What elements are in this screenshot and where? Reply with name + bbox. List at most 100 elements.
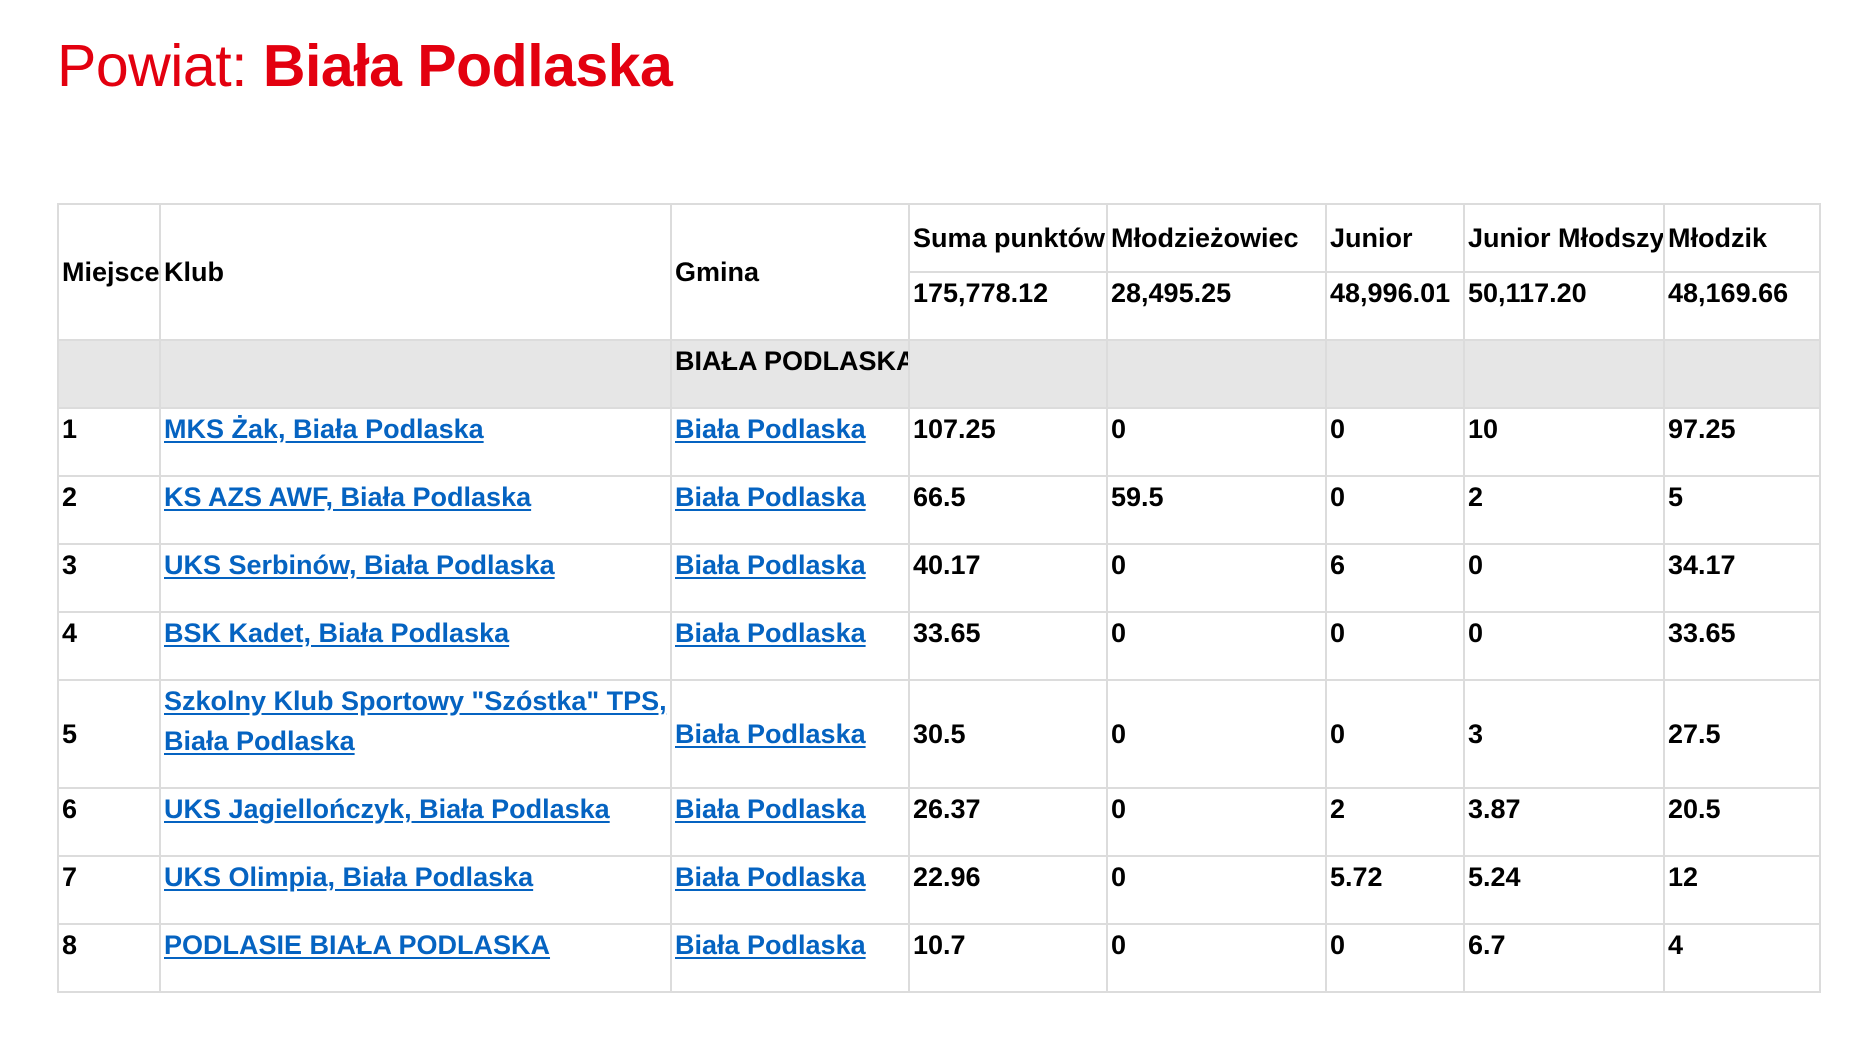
cell-commune: Biała Podlaska	[670, 787, 910, 857]
table-row: 7 UKS Olimpia, Biała Podlaska Biała Podl…	[57, 855, 1821, 925]
cell-u23: 0	[1106, 923, 1327, 993]
cell-total: 22.96	[908, 855, 1108, 925]
cell-total: 30.5	[908, 679, 1108, 789]
group-empty-cell	[1106, 339, 1327, 409]
ranking-table: Miejsce Klub Gmina Suma punktów Młodzież…	[57, 203, 1821, 993]
cell-place: 7	[57, 855, 161, 925]
cell-total: 26.37	[908, 787, 1108, 857]
cell-youth: 12	[1663, 855, 1821, 925]
club-link[interactable]: UKS Serbinów, Biała Podlaska	[164, 550, 555, 580]
cell-club: UKS Serbinów, Biała Podlaska	[159, 543, 672, 613]
cell-commune: Biała Podlaska	[670, 611, 910, 681]
cell-u23: 0	[1106, 611, 1327, 681]
commune-link[interactable]: Biała Podlaska	[675, 719, 866, 749]
commune-link[interactable]: Biała Podlaska	[675, 794, 866, 824]
cell-club: KS AZS AWF, Biała Podlaska	[159, 475, 672, 545]
cell-club: UKS Olimpia, Biała Podlaska	[159, 855, 672, 925]
club-link[interactable]: UKS Olimpia, Biała Podlaska	[164, 862, 534, 892]
total-junior-younger: 50,117.20	[1463, 271, 1665, 341]
commune-link[interactable]: Biała Podlaska	[675, 618, 866, 648]
cell-u23: 59.5	[1106, 475, 1327, 545]
table-row: 8 PODLASIE BIAŁA PODLASKA Biała Podlaska…	[57, 923, 1821, 993]
table-row: 5 Szkolny Klub Sportowy "Szóstka" TPS, B…	[57, 679, 1821, 789]
club-link[interactable]: MKS Żak, Biała Podlaska	[164, 414, 484, 444]
cell-junior: 6	[1325, 543, 1465, 613]
commune-link[interactable]: Biała Podlaska	[675, 930, 866, 960]
table-row: 6 UKS Jagiellończyk, Biała Podlaska Biał…	[57, 787, 1821, 857]
cell-junior: 5.72	[1325, 855, 1465, 925]
total-junior: 48,996.01	[1325, 271, 1465, 341]
cell-junior-younger: 10	[1463, 407, 1665, 477]
total-youth: 48,169.66	[1663, 271, 1821, 341]
cell-total: 10.7	[908, 923, 1108, 993]
table-row: 2 KS AZS AWF, Biała Podlaska Biała Podla…	[57, 475, 1821, 545]
totals-row: 175,778.12 28,495.25 48,996.01 50,117.20…	[58, 271, 1821, 341]
cell-club: UKS Jagiellończyk, Biała Podlaska	[159, 787, 672, 857]
header-commune: Gmina	[670, 203, 910, 341]
cell-junior-younger: 3	[1463, 679, 1665, 789]
cell-commune: Biała Podlaska	[670, 923, 910, 993]
cell-junior: 0	[1325, 923, 1465, 993]
cell-junior: 0	[1325, 407, 1465, 477]
cell-junior-younger: 0	[1463, 543, 1665, 613]
cell-total: 33.65	[908, 611, 1108, 681]
cell-place: 3	[57, 543, 161, 613]
cell-junior-younger: 6.7	[1463, 923, 1665, 993]
club-link[interactable]: KS AZS AWF, Biała Podlaska	[164, 482, 532, 512]
group-empty-cell	[1463, 339, 1665, 409]
page-title-county: Biała Podlaska	[262, 33, 673, 99]
cell-total: 66.5	[908, 475, 1108, 545]
cell-junior-younger: 5.24	[1463, 855, 1665, 925]
club-link[interactable]: PODLASIE BIAŁA PODLASKA	[164, 930, 551, 960]
header-u23: Młodzieżowiec	[1106, 203, 1327, 273]
cell-junior: 0	[1325, 611, 1465, 681]
cell-commune: Biała Podlaska	[670, 475, 910, 545]
header-total: Suma punktów	[908, 203, 1108, 273]
cell-place: 2	[57, 475, 161, 545]
cell-commune: Biała Podlaska	[670, 855, 910, 925]
cell-junior-younger: 2	[1463, 475, 1665, 545]
commune-link[interactable]: Biała Podlaska	[675, 550, 866, 580]
group-empty-cell	[1663, 339, 1821, 409]
page-title: Powiat: Biała Podlaska	[57, 33, 673, 99]
table-row: 4 BSK Kadet, Biała Podlaska Biała Podlas…	[57, 611, 1821, 681]
club-link[interactable]: UKS Jagiellończyk, Biała Podlaska	[164, 794, 610, 824]
cell-youth: 34.17	[1663, 543, 1821, 613]
cell-youth: 20.5	[1663, 787, 1821, 857]
cell-club: PODLASIE BIAŁA PODLASKA	[159, 923, 672, 993]
group-empty-cell	[57, 339, 161, 409]
total-u23: 28,495.25	[1106, 271, 1327, 341]
header-club: Klub	[159, 203, 672, 341]
header-junior: Junior	[1325, 203, 1465, 273]
cell-youth: 5	[1663, 475, 1821, 545]
cell-u23: 0	[1106, 679, 1327, 789]
cell-youth: 4	[1663, 923, 1821, 993]
cell-junior: 0	[1325, 679, 1465, 789]
cell-youth: 27.5	[1663, 679, 1821, 789]
club-link[interactable]: BSK Kadet, Biała Podlaska	[164, 618, 510, 648]
group-empty-cell	[1325, 339, 1465, 409]
cell-commune: Biała Podlaska	[670, 543, 910, 613]
cell-junior-younger: 0	[1463, 611, 1665, 681]
cell-junior-younger: 3.87	[1463, 787, 1665, 857]
cell-junior: 0	[1325, 475, 1465, 545]
cell-place: 4	[57, 611, 161, 681]
cell-youth: 33.65	[1663, 611, 1821, 681]
table-row: 1 MKS Żak, Biała Podlaska Biała Podlaska…	[57, 407, 1821, 477]
group-empty-cell	[159, 339, 672, 409]
commune-link[interactable]: Biała Podlaska	[675, 414, 866, 444]
cell-youth: 97.25	[1663, 407, 1821, 477]
cell-u23: 0	[1106, 543, 1327, 613]
club-link[interactable]: Szkolny Klub Sportowy "Szóstka" TPS, Bia…	[164, 686, 667, 756]
table-row: 3 UKS Serbinów, Biała Podlaska Biała Pod…	[57, 543, 1821, 613]
cell-place: 5	[57, 679, 161, 789]
total-sum: 175,778.12	[908, 271, 1108, 341]
group-row: BIAŁA PODLASKA	[57, 339, 1821, 409]
header-youth: Młodzik	[1663, 203, 1821, 273]
cell-u23: 0	[1106, 855, 1327, 925]
page-title-prefix: Powiat:	[57, 33, 263, 99]
header-junior-younger: Junior Młodszy	[1463, 203, 1665, 273]
commune-link[interactable]: Biała Podlaska	[675, 482, 866, 512]
cell-club: MKS Żak, Biała Podlaska	[159, 407, 672, 477]
commune-link[interactable]: Biała Podlaska	[675, 862, 866, 892]
